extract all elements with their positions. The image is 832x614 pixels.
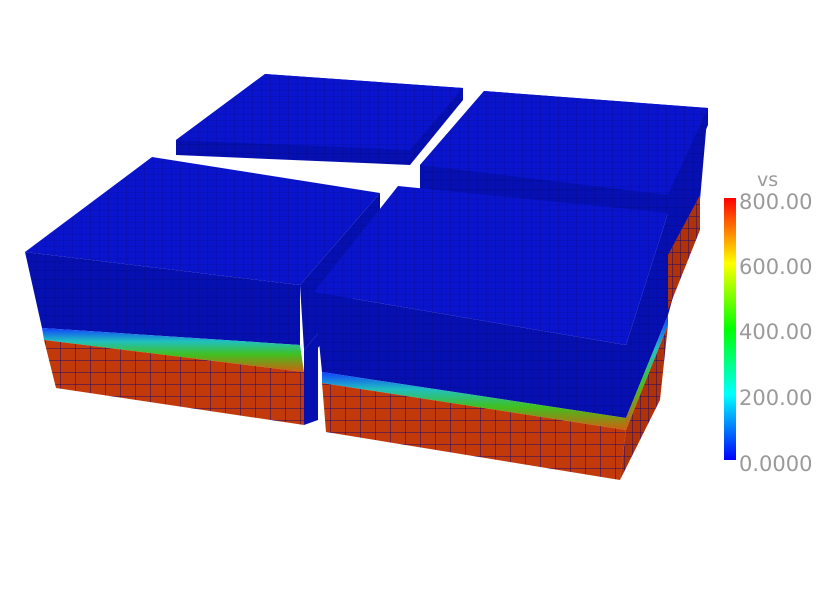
color-legend-label-400: 400.00 xyxy=(739,320,812,344)
color-legend-bar xyxy=(724,198,736,460)
color-legend-label-600: 600.00 xyxy=(739,255,812,279)
color-legend-title: vs xyxy=(757,169,778,191)
color-legend: vs 800.00 600.00 400.00 200.00 0.0000 xyxy=(724,169,812,476)
color-legend-label-max: 800.00 xyxy=(739,190,812,214)
block-front-right[interactable] xyxy=(314,186,668,480)
color-legend-label-200: 200.00 xyxy=(739,386,812,410)
block-back-left[interactable] xyxy=(176,74,463,165)
block-back-right[interactable] xyxy=(420,91,708,315)
color-legend-label-min: 0.0000 xyxy=(739,452,812,476)
